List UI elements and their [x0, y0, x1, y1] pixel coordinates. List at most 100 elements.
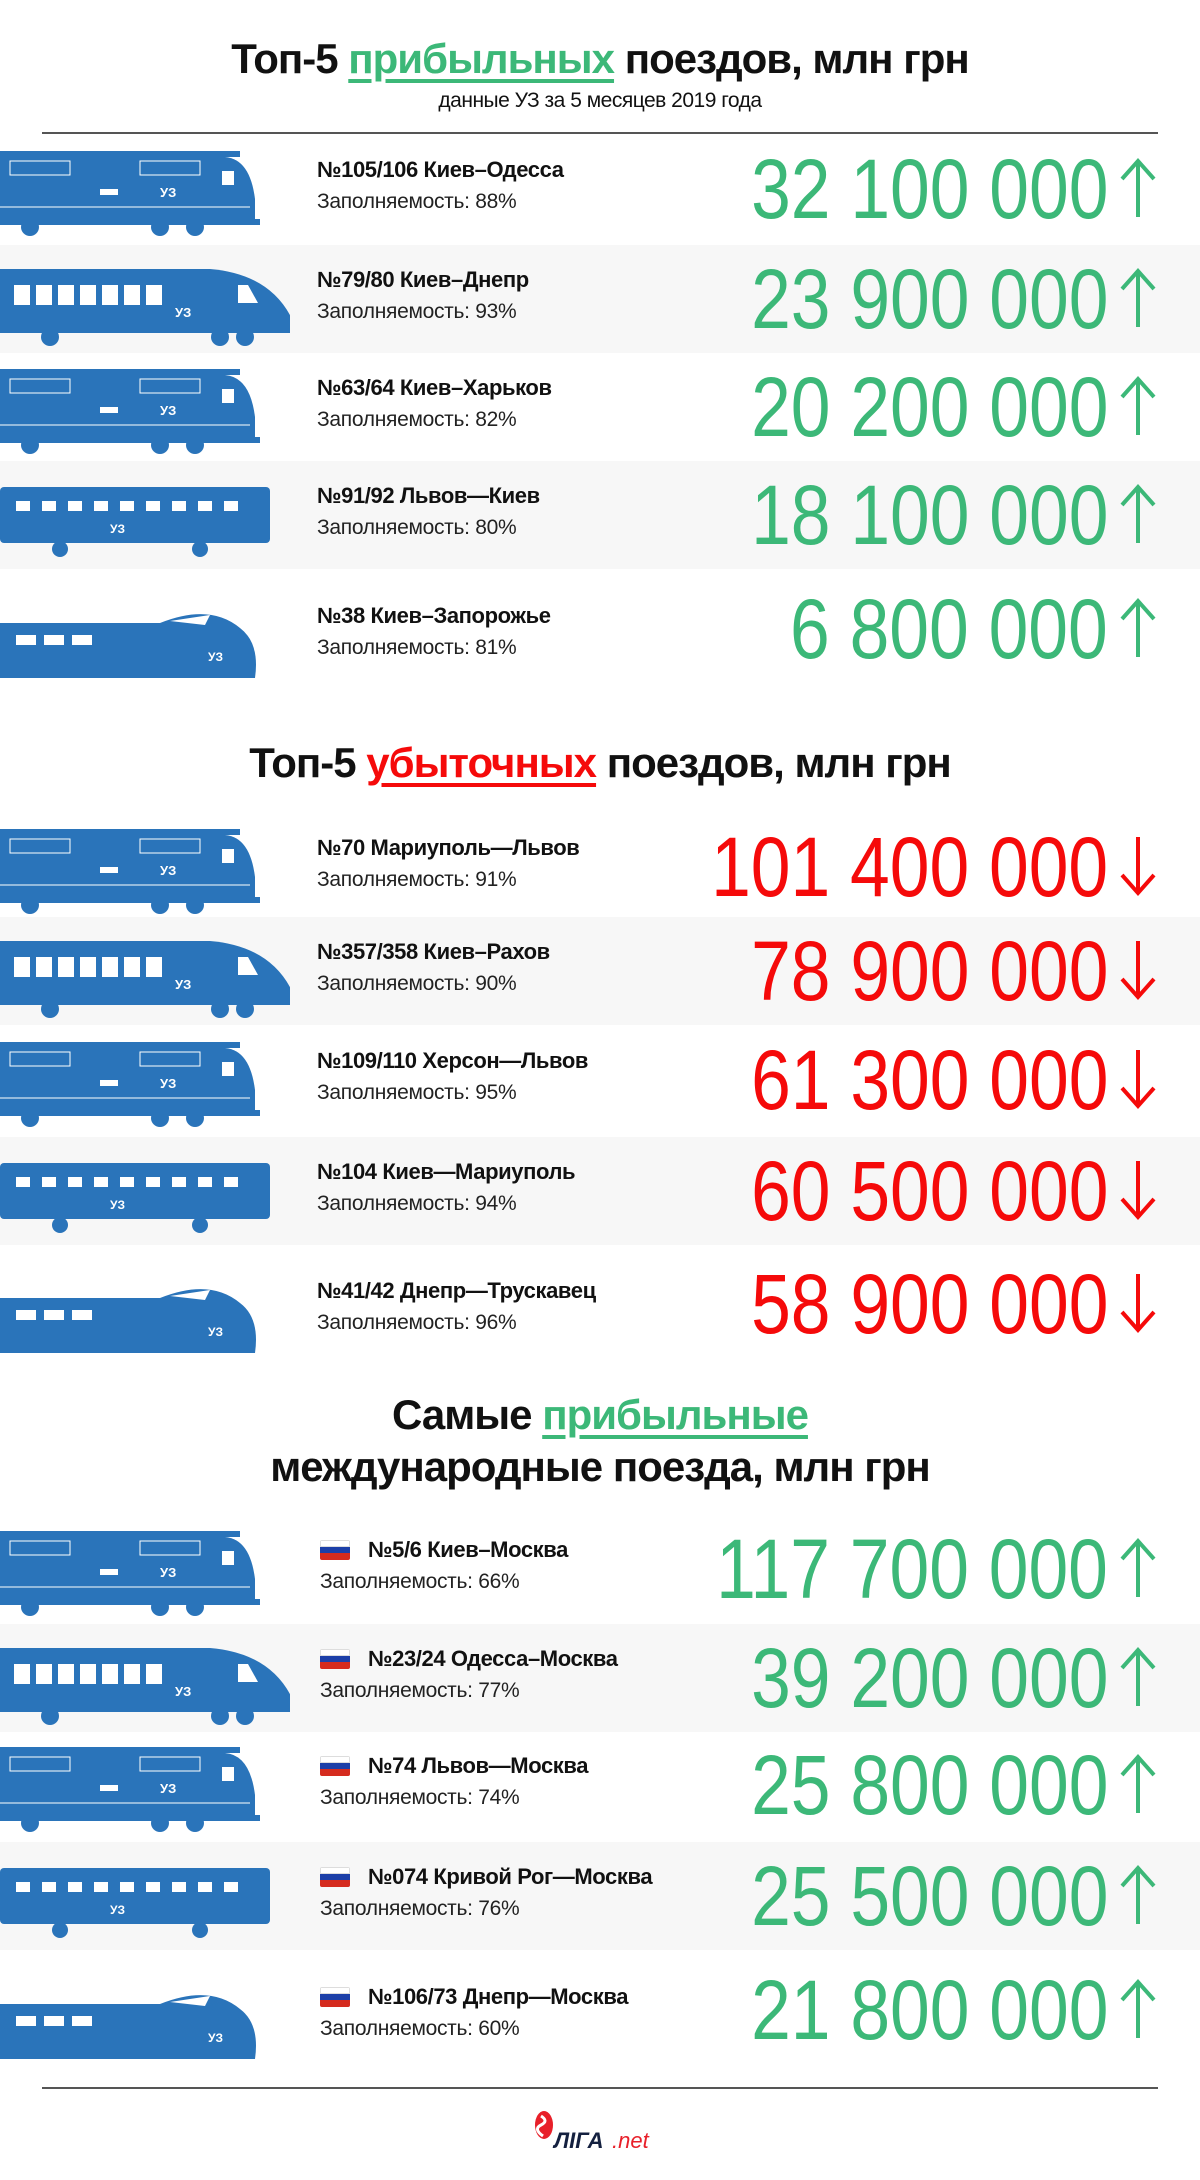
train-value: 101 400 000 [710, 820, 1108, 914]
arrow-up-icon [1118, 1646, 1158, 1708]
train-row: УЗ №106/73 Днепр—Москва Заполняемость: 6… [0, 1950, 1200, 2078]
train-row: УЗ №074 Кривой Рог—Москва Заполняемость:… [0, 1842, 1200, 1950]
arrow-up-icon [1118, 267, 1158, 329]
train-icon: УЗ [0, 1141, 290, 1246]
train-occupancy: Заполняемость: 81% [317, 636, 517, 659]
section-1-title: Топ-5 прибыльных поездов, млн грн [0, 38, 1200, 80]
train-name: №91/92 Львов—Киев [317, 483, 540, 508]
svg-text:УЗ: УЗ [160, 1076, 176, 1091]
svg-text:УЗ: УЗ [160, 403, 176, 418]
train-icon: УЗ [0, 1846, 290, 1951]
train-name: №41/42 Днепр—Трускавец [317, 1278, 596, 1303]
train-occupancy: Заполняемость: 88% [317, 190, 517, 213]
train-row: УЗ №109/110 Херсон—Львов Заполняемость: … [0, 1026, 1200, 1134]
svg-text:УЗ: УЗ [160, 863, 176, 878]
section-3-title: Самые прибыльные [0, 1394, 1200, 1436]
train-value: 61 300 000 [750, 1033, 1108, 1127]
train-row: УЗ №105/106 Киев–Одесса Заполняемость: 8… [0, 135, 1200, 243]
section-3-title-line2: международные поезда, млн грн [270, 1443, 931, 1490]
svg-text:УЗ: УЗ [175, 1684, 191, 1699]
train-name: №106/73 Днепр—Москва [368, 1984, 629, 2009]
train-value: 32 100 000 [750, 142, 1108, 236]
train-row: УЗ №23/24 Одесса–Москва Заполняемость: 7… [0, 1624, 1200, 1732]
train-occupancy: Заполняемость: 77% [320, 1679, 520, 1702]
arrow-up-icon [1118, 1537, 1158, 1599]
train-value: 25 500 000 [750, 1849, 1108, 1943]
train-row: УЗ №91/92 Львов—Киев Заполняемость: 80% … [0, 461, 1200, 569]
train-occupancy: Заполняемость: 95% [317, 1081, 517, 1104]
train-row: УЗ №41/42 Днепр—Трускавец Заполняемость:… [0, 1244, 1200, 1372]
svg-text:УЗ: УЗ [208, 2031, 223, 2045]
svg-text:ЛIГА: ЛIГА [552, 2128, 604, 2152]
svg-text:.net: .net [612, 2128, 650, 2152]
train-name: №38 Киев–Запорожье [317, 603, 551, 628]
section-2-title: Топ-5 убыточных поездов, млн грн [0, 742, 1200, 784]
arrow-down-icon [1118, 1048, 1158, 1110]
train-icon: УЗ [0, 249, 292, 354]
russia-flag-icon [320, 1756, 350, 1776]
title-text: Топ-5 [231, 35, 349, 82]
train-icon: УЗ [0, 817, 290, 922]
train-occupancy: Заполняемость: 93% [317, 300, 517, 323]
arrow-up-icon [1118, 375, 1158, 437]
train-icon: УЗ [0, 1030, 290, 1135]
train-icon: УЗ [0, 1628, 292, 1733]
russia-flag-icon [320, 1540, 350, 1560]
train-icon: УЗ [0, 465, 290, 570]
train-value: 20 200 000 [750, 360, 1108, 454]
arrow-down-icon [1118, 1159, 1158, 1221]
train-value: 117 700 000 [716, 1522, 1108, 1616]
train-icon: УЗ [0, 139, 290, 244]
title-text: Самые [392, 1391, 543, 1438]
train-name: №105/106 Киев–Одесса [317, 157, 564, 182]
train-occupancy: Заполняемость: 96% [317, 1311, 517, 1334]
title-text: Топ-5 [249, 739, 367, 786]
divider [42, 132, 1158, 134]
title-highlight: прибыльные [542, 1391, 809, 1438]
subtitle: данные УЗ за 5 месяцев 2019 года [438, 89, 762, 112]
svg-text:УЗ: УЗ [160, 185, 176, 200]
title-highlight: убыточных [366, 739, 597, 786]
train-row: УЗ №63/64 Киев–Харьков Заполняемость: 82… [0, 353, 1200, 461]
train-row: УЗ №38 Киев–Запорожье Заполняемость: 81%… [0, 569, 1200, 697]
train-value: 6 800 000 [790, 582, 1108, 676]
train-occupancy: Заполняемость: 82% [317, 408, 517, 431]
train-value: 78 900 000 [750, 924, 1108, 1018]
train-value: 25 800 000 [750, 1738, 1108, 1832]
train-occupancy: Заполняемость: 94% [317, 1192, 517, 1215]
arrow-down-icon [1118, 1272, 1158, 1334]
russia-flag-icon [320, 1649, 350, 1669]
train-row: УЗ №104 Киев—Мариуполь Заполняемость: 94… [0, 1137, 1200, 1245]
train-row: УЗ №357/358 Киев–Рахов Заполняемость: 90… [0, 917, 1200, 1025]
train-occupancy: Заполняемость: 76% [320, 1897, 520, 1920]
svg-text:УЗ: УЗ [175, 305, 191, 320]
train-value: 39 200 000 [750, 1631, 1108, 1725]
train-name: №23/24 Одесса–Москва [368, 1646, 618, 1671]
train-name: №109/110 Херсон—Львов [317, 1048, 589, 1073]
train-icon: УЗ [0, 583, 290, 688]
svg-text:УЗ: УЗ [110, 1198, 125, 1212]
train-name: №5/6 Киев–Москва [368, 1537, 568, 1562]
train-name: №357/358 Киев–Рахов [317, 939, 550, 964]
train-icon: УЗ [0, 1964, 290, 2069]
title-text: поездов, млн грн [596, 739, 952, 786]
train-row: УЗ №70 Мариуполь—Львов Заполняемость: 91… [0, 813, 1200, 921]
arrow-up-icon [1118, 483, 1158, 545]
train-name: №74 Львов—Москва [368, 1753, 589, 1778]
russia-flag-icon [320, 1867, 350, 1887]
title-text: поездов, млн грн [614, 35, 970, 82]
train-value: 60 500 000 [750, 1144, 1108, 1238]
title-highlight: прибыльных [348, 35, 615, 82]
svg-text:УЗ: УЗ [110, 1903, 125, 1917]
arrow-up-icon [1118, 1753, 1158, 1815]
train-icon: УЗ [0, 1519, 290, 1624]
train-occupancy: Заполняемость: 74% [320, 1786, 520, 1809]
train-occupancy: Заполняемость: 66% [320, 1570, 520, 1593]
russia-flag-icon [320, 1987, 350, 2007]
train-name: №63/64 Киев–Харьков [317, 375, 552, 400]
divider [42, 2087, 1158, 2089]
arrow-down-icon [1118, 835, 1158, 897]
train-row: УЗ №79/80 Киев–Днепр Заполняемость: 93% … [0, 245, 1200, 353]
train-occupancy: Заполняемость: 60% [320, 2017, 520, 2040]
train-name: №79/80 Киев–Днепр [317, 267, 529, 292]
